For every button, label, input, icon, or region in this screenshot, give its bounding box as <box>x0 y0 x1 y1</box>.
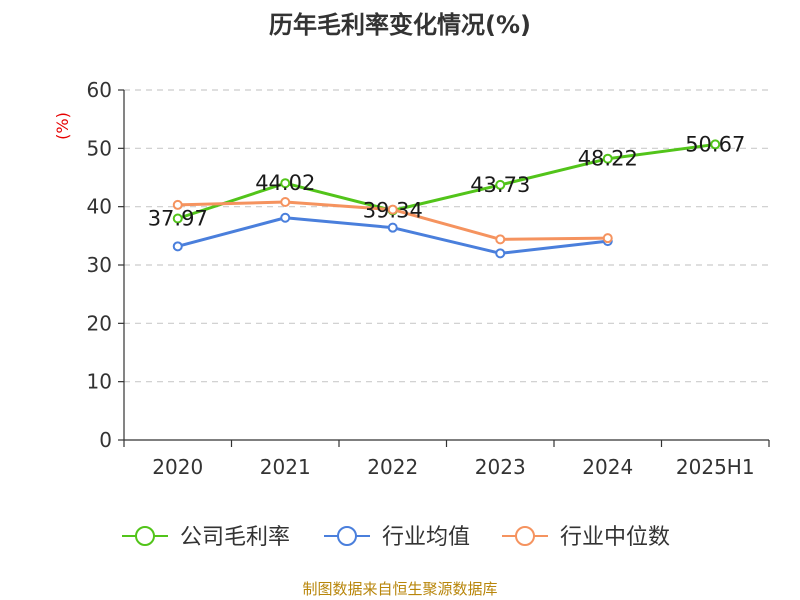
y-tick-label-40: 40 <box>87 195 112 219</box>
legend-item-2[interactable]: 行业中位数 <box>502 525 670 550</box>
data-label-1: 44.02 <box>255 171 315 195</box>
legend[interactable]: 公司毛利率 行业均值 行业中位数 <box>122 525 670 550</box>
legend-item-0[interactable]: 公司毛利率 <box>122 525 290 550</box>
series-layer <box>172 139 721 259</box>
data-point-0-0[interactable] <box>172 213 183 224</box>
data-point-2-2[interactable] <box>387 204 398 215</box>
data-point-0-5[interactable] <box>710 139 721 150</box>
x-tick-label-2022: 2022 <box>367 455 418 479</box>
legend-label-0: 公司毛利率 <box>180 525 290 550</box>
x-tick-label-2020: 2020 <box>152 455 203 479</box>
y-tick-label-20: 20 <box>87 311 112 335</box>
axes: 0 10 20 30 40 50 60 2020 2021 2022 2023 2024 2025H1 <box>87 78 770 479</box>
data-label-2: 39.34 <box>363 199 423 223</box>
y-tick-label-60: 60 <box>87 78 112 102</box>
legend-item-1[interactable]: 行业均值 <box>324 525 470 550</box>
legend-marker-2 <box>515 526 535 546</box>
data-point-2-4[interactable] <box>602 233 613 244</box>
x-tick-label-2024: 2024 <box>582 455 633 479</box>
data-point-1-2[interactable] <box>387 222 398 233</box>
legend-label-1: 行业均值 <box>382 525 470 550</box>
data-label-5: 50.67 <box>685 132 745 156</box>
data-labels: 37.97 44.02 39.34 43.73 48.22 50.67 <box>148 132 746 230</box>
x-tick-label-2025H1: 2025H1 <box>676 455 755 479</box>
data-point-2-1[interactable] <box>280 197 291 207</box>
x-tick-label-2021: 2021 <box>260 455 311 479</box>
data-point-0-4[interactable] <box>602 153 613 164</box>
x-tick-label-2023: 2023 <box>475 455 526 479</box>
data-point-1-1[interactable] <box>280 212 291 223</box>
data-point-0-1[interactable] <box>280 178 291 189</box>
y-axis-label: (%) <box>53 112 72 140</box>
legend-marker-0 <box>135 526 155 546</box>
data-point-2-0[interactable] <box>172 199 183 210</box>
y-tick-label-30: 30 <box>87 253 112 277</box>
y-tick-label-0: 0 <box>99 428 112 452</box>
legend-marker-1 <box>337 526 357 546</box>
data-point-0-3[interactable] <box>495 179 506 190</box>
y-tick-label-50: 50 <box>87 136 112 160</box>
data-point-2-3[interactable] <box>495 234 506 245</box>
chart-title: 历年毛利率变化情况(%) <box>269 11 531 39</box>
data-label-4: 48.22 <box>578 147 638 171</box>
y-tick-label-10: 10 <box>87 370 112 394</box>
data-point-1-0[interactable] <box>172 241 183 252</box>
grid <box>124 89 769 383</box>
source-note: 制图数据来自恒生聚源数据库 <box>302 580 497 598</box>
data-point-1-3[interactable] <box>495 248 506 259</box>
legend-label-2: 行业中位数 <box>560 525 670 550</box>
series-line-0 <box>177 142 716 220</box>
data-label-0: 37.97 <box>148 207 208 231</box>
data-label-3: 43.73 <box>470 173 530 197</box>
